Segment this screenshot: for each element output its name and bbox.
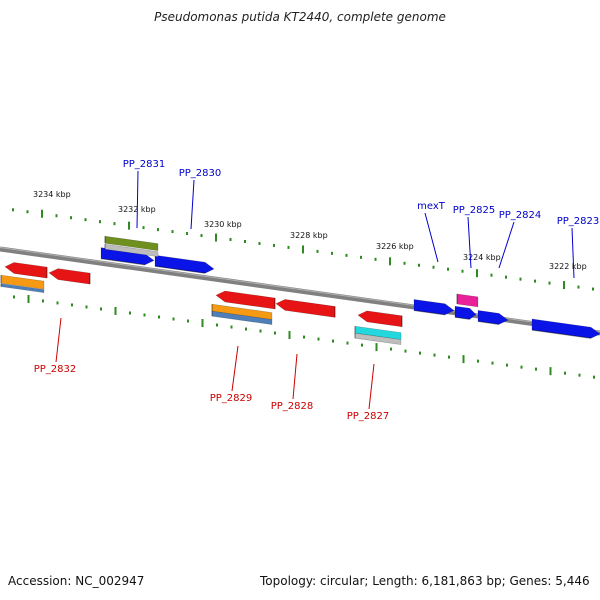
- gene-label-plus[interactable]: mexT: [417, 201, 446, 212]
- gene-arrow-pp2832-a[interactable]: [4, 262, 48, 279]
- gene-arrow-mext[interactable]: [413, 299, 455, 316]
- gene-arrow-pp2825-cds-shade: [454, 316, 470, 320]
- gene-arrow-pp2830[interactable]: [154, 254, 215, 274]
- gene-label-plus[interactable]: PP_2831: [123, 159, 166, 170]
- gene-leader-line: [231, 345, 239, 392]
- gene-label-minus[interactable]: PP_2827: [347, 411, 390, 422]
- gene-label-minus[interactable]: PP_2828: [271, 401, 314, 412]
- gene-arrow-pp2832[interactable]: [48, 268, 91, 285]
- gene-arrow-pp2824-shade: [477, 320, 500, 325]
- feature-band-pp2825[interactable]: [456, 293, 479, 308]
- gene-arrow-mext-shade: [413, 309, 446, 316]
- gene-label-minus[interactable]: PP_2829: [210, 393, 253, 404]
- gene-leader-line: [571, 227, 575, 279]
- scale-label: 3228 kbp: [290, 231, 328, 240]
- genome-backbone: [0, 246, 600, 336]
- gene-arrow-pp2830-shade: [154, 265, 206, 274]
- gene-arrow-pp2824[interactable]: [477, 310, 509, 325]
- gene-leader-line: [136, 170, 139, 229]
- gene-arrow-pp2825-cds[interactable]: [454, 305, 477, 320]
- feature-band-pp2831[interactable]: [104, 235, 159, 251]
- scale-label: 3234 kbp: [33, 190, 71, 199]
- gene-leader-line: [190, 179, 195, 230]
- feature-band-pp2831-gray[interactable]: [104, 243, 159, 257]
- gene-leader-line: [424, 212, 439, 263]
- gene-label-plus[interactable]: PP_2823: [557, 216, 600, 227]
- accession-label: Accession: NC_002947: [8, 574, 145, 588]
- scale-label: 3224 kbp: [463, 253, 501, 262]
- genome-backbone-highlight: [0, 247, 600, 332]
- gene-leader-line: [292, 353, 298, 400]
- gene-arrow-pp2823[interactable]: [531, 318, 600, 339]
- gene-label-plus[interactable]: PP_2830: [179, 168, 222, 179]
- gene-arrow-pp2831-cds-shade: [100, 258, 146, 266]
- gene-label-minus[interactable]: PP_2832: [34, 364, 77, 375]
- map-title: Pseudomonas putida KT2440, complete geno…: [154, 10, 446, 24]
- gene-arrow-pp2827[interactable]: [357, 310, 403, 328]
- scale-label: 3222 kbp: [549, 262, 587, 271]
- gene-arrow-pp2823-shade: [531, 329, 592, 339]
- gene-leader-line: [467, 216, 472, 269]
- scale-label: 3230 kbp: [204, 220, 242, 229]
- feature-band-pp2829-steel[interactable]: [211, 310, 273, 325]
- gene-leader-line: [368, 363, 375, 410]
- gene-leader-line: [498, 221, 515, 269]
- gene-arrow-pp2829[interactable]: [215, 290, 276, 310]
- genome-summary-label: Topology: circular; Length: 6,181,863 bp…: [260, 574, 590, 588]
- gene-label-plus[interactable]: PP_2825: [453, 205, 496, 216]
- feature-band-pp2827-gray[interactable]: [354, 332, 402, 345]
- feature-band-pp2832-steel[interactable]: [0, 283, 45, 294]
- gene-leader-line: [55, 317, 62, 363]
- feature-band-pp2832[interactable]: [0, 274, 45, 290]
- gene-label-plus[interactable]: PP_2824: [499, 210, 542, 221]
- scale-label: 3226 kbp: [376, 242, 414, 251]
- gene-arrow-pp2828[interactable]: [275, 299, 336, 318]
